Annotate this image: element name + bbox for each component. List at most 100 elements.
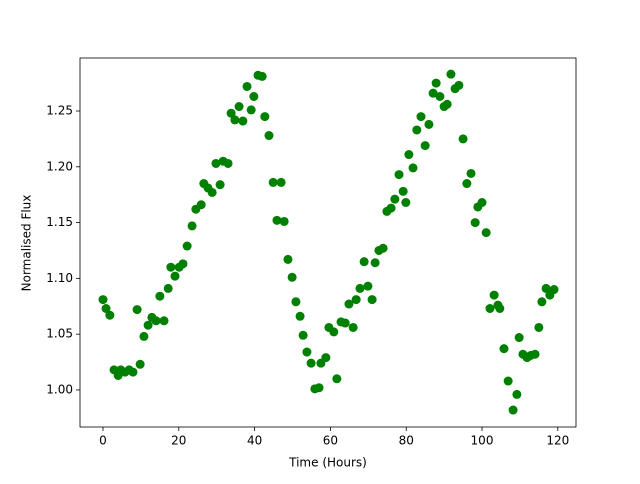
point: [412, 125, 422, 135]
point: [321, 353, 331, 363]
point: [348, 322, 358, 332]
x-tick-label: 100: [471, 434, 494, 448]
point: [257, 71, 267, 81]
point: [314, 383, 324, 393]
point: [416, 112, 426, 122]
point: [170, 271, 180, 281]
x-tick-label: 80: [399, 434, 414, 448]
point: [182, 241, 192, 251]
point: [298, 330, 308, 340]
y-tick-label: 1.15: [46, 215, 73, 229]
point: [378, 243, 388, 253]
point: [98, 295, 108, 305]
y-tick-label: 1.20: [46, 159, 73, 173]
x-tick-label: 120: [546, 434, 569, 448]
point: [132, 305, 142, 315]
x-axis-label: Time (Hours): [288, 456, 367, 470]
point: [442, 99, 452, 109]
x-tick-label: 60: [323, 434, 338, 448]
point: [159, 316, 169, 326]
point: [207, 187, 217, 197]
point: [359, 257, 369, 267]
point: [143, 320, 153, 330]
point: [541, 283, 551, 293]
point: [264, 131, 274, 141]
point: [105, 310, 115, 320]
point: [242, 81, 252, 91]
point: [466, 168, 476, 178]
point: [446, 69, 456, 79]
y-tick-label: 1.25: [46, 104, 73, 118]
point: [155, 291, 165, 301]
point: [260, 112, 270, 122]
point: [435, 91, 445, 101]
point: [306, 358, 316, 368]
point: [424, 119, 434, 129]
point: [398, 186, 408, 196]
point: [462, 179, 472, 189]
point: [408, 163, 418, 173]
point: [268, 177, 278, 187]
point: [485, 304, 495, 314]
point: [279, 216, 289, 226]
point: [508, 405, 518, 415]
point: [344, 299, 354, 309]
y-tick-label: 1.00: [46, 382, 73, 396]
point: [404, 150, 414, 160]
point: [431, 78, 441, 88]
point: [101, 304, 111, 314]
point: [135, 359, 145, 369]
point: [246, 105, 256, 115]
point: [211, 158, 221, 168]
point: [386, 203, 396, 213]
point: [196, 200, 206, 210]
point: [230, 115, 240, 125]
point: [363, 281, 373, 291]
point: [272, 215, 282, 225]
point: [367, 295, 377, 305]
point: [495, 304, 505, 314]
point: [295, 311, 305, 321]
y-tick-label: 1.05: [46, 327, 73, 341]
point: [355, 283, 365, 293]
point: [249, 91, 259, 101]
point: [477, 197, 487, 207]
point: [187, 221, 197, 231]
point: [287, 272, 297, 282]
point: [276, 177, 286, 187]
x-tick-label: 0: [99, 434, 107, 448]
point: [454, 80, 464, 90]
point: [283, 254, 293, 264]
point: [291, 297, 301, 307]
point: [390, 194, 400, 204]
point: [223, 158, 233, 168]
point: [481, 228, 491, 238]
point: [238, 116, 248, 126]
point: [215, 180, 225, 190]
point: [166, 262, 176, 272]
point: [420, 141, 430, 151]
point: [530, 349, 540, 359]
point: [428, 88, 438, 98]
point: [226, 108, 236, 118]
point: [329, 327, 339, 337]
point: [489, 290, 499, 300]
point: [470, 218, 480, 228]
point: [394, 170, 404, 180]
plot-frame: [79, 57, 577, 428]
point: [151, 316, 161, 326]
point: [458, 134, 468, 144]
x-tick-label: 40: [247, 434, 262, 448]
point: [537, 297, 547, 307]
point: [178, 259, 188, 269]
y-axis-label: Normalised Flux: [20, 195, 34, 292]
point: [401, 197, 411, 207]
y-tick-label: 1.10: [46, 271, 73, 285]
point: [351, 295, 361, 305]
point: [549, 285, 559, 295]
point: [370, 258, 380, 268]
point: [302, 347, 312, 357]
point: [534, 322, 544, 332]
